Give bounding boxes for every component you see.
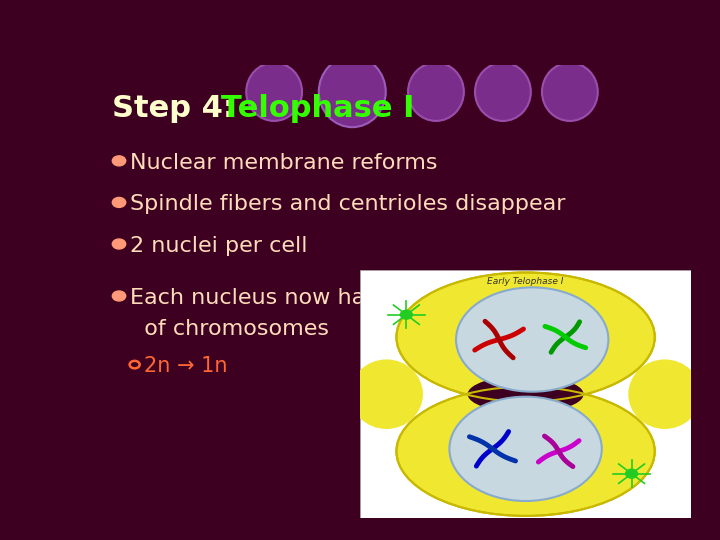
Text: Telophase I: Telophase I	[221, 94, 415, 123]
Ellipse shape	[319, 57, 386, 127]
Circle shape	[112, 291, 126, 301]
Ellipse shape	[456, 287, 608, 392]
Text: Each nucleus now has HAPLOID number: Each nucleus now has HAPLOID number	[130, 288, 576, 308]
Ellipse shape	[468, 376, 583, 413]
Ellipse shape	[397, 387, 654, 516]
Circle shape	[112, 198, 126, 207]
Circle shape	[112, 239, 126, 249]
Text: Step 4:: Step 4:	[112, 94, 246, 123]
Ellipse shape	[475, 63, 531, 121]
Ellipse shape	[246, 63, 302, 121]
Text: Nuclear membrane reforms: Nuclear membrane reforms	[130, 152, 438, 172]
Ellipse shape	[397, 273, 654, 402]
Text: Early Telophase I: Early Telophase I	[487, 278, 564, 286]
Ellipse shape	[408, 63, 464, 121]
Ellipse shape	[449, 397, 602, 501]
Circle shape	[400, 310, 413, 319]
Text: 2n → 1n: 2n → 1n	[144, 356, 228, 376]
Circle shape	[112, 156, 126, 166]
Ellipse shape	[350, 360, 423, 429]
Text: of chromosomes: of chromosomes	[130, 319, 329, 339]
FancyBboxPatch shape	[360, 270, 691, 518]
Circle shape	[626, 469, 637, 478]
Ellipse shape	[629, 360, 701, 429]
Text: 2 nuclei per cell: 2 nuclei per cell	[130, 235, 307, 255]
Ellipse shape	[542, 63, 598, 121]
Text: Spindle fibers and centrioles disappear: Spindle fibers and centrioles disappear	[130, 194, 566, 214]
